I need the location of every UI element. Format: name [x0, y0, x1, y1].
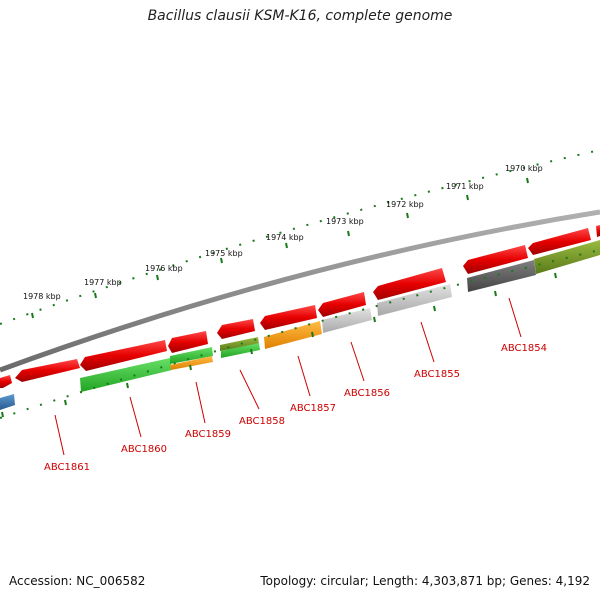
gene-label[interactable]: ABC1861	[44, 462, 90, 473]
leader-line	[54, 414, 65, 456]
gene-label[interactable]: ABC1854	[501, 343, 547, 354]
kbp-label: 1978 kbp	[23, 292, 61, 301]
leader-line	[420, 321, 435, 363]
major-tick	[406, 212, 409, 219]
reverse-strand-genes	[0, 240, 600, 410]
gene-block-green[interactable]	[80, 358, 172, 392]
leader-line	[195, 381, 206, 424]
gene-label[interactable]: ABC1860	[121, 444, 167, 455]
gene-arrow-red[interactable]	[528, 228, 591, 255]
major-tick	[285, 242, 288, 249]
gene-arrow-red[interactable]	[217, 319, 255, 339]
inner-scale-ring	[0, 249, 600, 419]
kbp-label: 1971 kbp	[446, 182, 484, 191]
major-tick	[189, 364, 192, 371]
gene-label[interactable]: ABC1855	[414, 369, 460, 380]
gene-block-blue[interactable]	[0, 394, 15, 410]
forward-strand-genes	[0, 225, 600, 388]
genome-backbone	[0, 209, 600, 373]
kbp-label: 1976 kbp	[145, 264, 183, 273]
gene-arrow-red[interactable]	[0, 375, 12, 388]
label-leaders	[54, 297, 522, 456]
map-title: Bacillus clausii KSM-K16, complete genom…	[147, 8, 453, 24]
topology-text: Topology: circular; Length: 4,303,871 bp…	[260, 574, 590, 588]
kbp-label: 1977 kbp	[84, 278, 122, 287]
leader-line	[129, 396, 142, 438]
outer-scale-ring	[0, 149, 600, 325]
gene-arrow-red[interactable]	[80, 340, 167, 371]
gene-arrow-red[interactable]	[260, 305, 317, 330]
gene-arrow-red[interactable]	[463, 245, 528, 274]
gene-labels: ABC1861 ABC1860 ABC1859 ABC1858 ABC1857 …	[44, 343, 547, 473]
gene-block-olive[interactable]	[220, 337, 259, 351]
major-tick	[220, 257, 223, 264]
kbp-label: 1970 kbp	[505, 164, 543, 173]
gene-label[interactable]: ABC1857	[290, 403, 336, 414]
major-tick	[373, 316, 376, 323]
major-tick	[311, 331, 314, 338]
kbp-label: 1972 kbp	[386, 200, 424, 209]
gene-label[interactable]: ABC1856	[344, 388, 390, 399]
kbp-labels: 1978 kbp 1977 kbp 1976 kbp 1975 kbp 1974…	[23, 164, 543, 301]
gene-block-darkgrey[interactable]	[467, 260, 536, 292]
gene-label[interactable]: ABC1859	[185, 429, 231, 440]
major-tick	[126, 382, 129, 389]
major-tick	[1, 411, 4, 418]
leader-line	[350, 341, 365, 382]
major-tick	[64, 399, 67, 406]
kbp-label: 1975 kbp	[205, 249, 243, 258]
kbp-label: 1974 kbp	[266, 233, 304, 242]
major-tick	[156, 274, 159, 281]
gene-block-orange[interactable]	[264, 321, 322, 349]
gene-label[interactable]: ABC1858	[239, 416, 285, 427]
leader-line	[297, 355, 311, 397]
gene-arrow-red[interactable]	[168, 331, 208, 353]
major-tick	[31, 312, 34, 319]
gene-block-lightgrey[interactable]	[377, 284, 452, 316]
gene-block-orange[interactable]	[170, 356, 213, 370]
major-tick	[526, 177, 529, 184]
major-tick	[494, 290, 497, 297]
leader-line	[239, 369, 260, 410]
accession-text: Accession: NC_006582	[9, 574, 146, 588]
leader-line	[508, 297, 522, 338]
gene-block-green[interactable]	[170, 347, 213, 364]
major-tick	[433, 305, 436, 312]
gene-block-green[interactable]	[221, 343, 260, 358]
gene-arrow-red[interactable]	[373, 268, 446, 300]
gene-arrow-red[interactable]	[596, 225, 600, 237]
major-tick	[347, 230, 350, 237]
major-tick	[466, 194, 469, 201]
major-tick	[554, 272, 557, 279]
gene-arrow-red[interactable]	[15, 359, 80, 382]
major-tick	[94, 292, 97, 299]
kbp-label: 1973 kbp	[326, 217, 364, 226]
gene-block-lightgrey[interactable]	[322, 308, 372, 333]
major-tick	[250, 348, 253, 355]
gene-arrow-red[interactable]	[318, 292, 366, 317]
